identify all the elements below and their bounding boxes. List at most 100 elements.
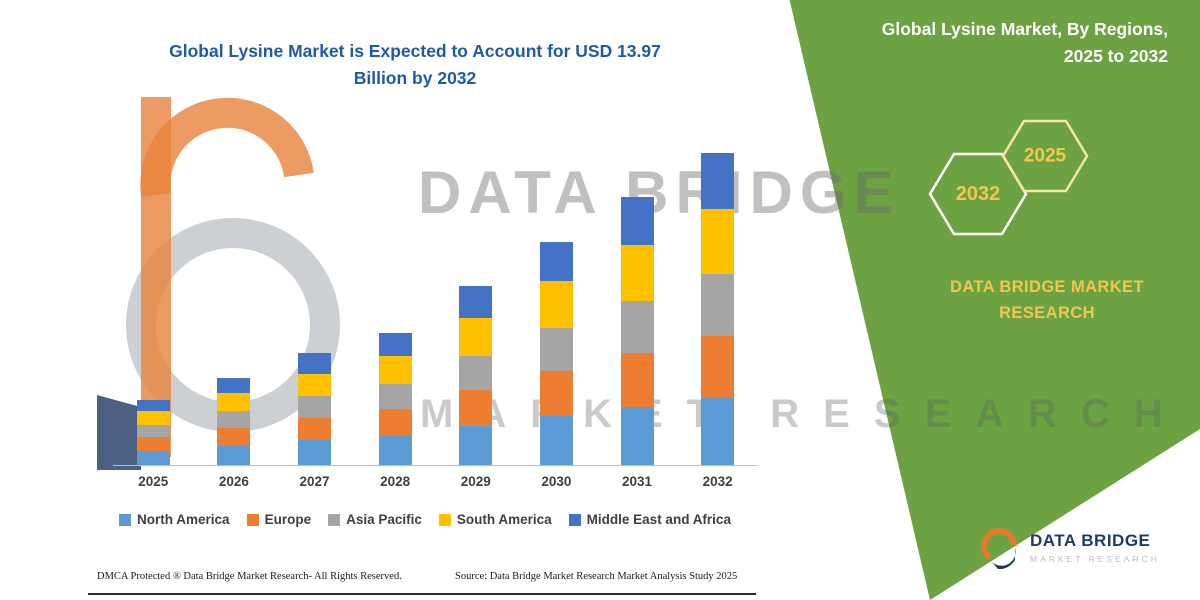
bar-stack-2032 xyxy=(701,153,735,465)
x-tick-label-2031: 2031 xyxy=(622,474,653,489)
x-tick-label-2028: 2028 xyxy=(380,474,411,489)
bar-stack-2029 xyxy=(459,286,493,465)
bar-segment-2027-asia-pacific xyxy=(298,395,332,419)
bar-segment-2032-north-america xyxy=(701,398,735,465)
legend-label: South America xyxy=(456,512,552,527)
bar-column-2027 xyxy=(274,146,355,465)
x-tick-label-2030: 2030 xyxy=(541,474,572,489)
bar-segment-2028-europe xyxy=(378,409,412,436)
legend-swatch xyxy=(438,513,451,526)
bar-segment-2025-middle-east-and-africa xyxy=(136,400,170,412)
bar-segment-2026-europe xyxy=(217,428,251,446)
panel-heading-line1: Global Lysine Market, By Regions, xyxy=(881,19,1168,39)
bar-segment-2029-middle-east-and-africa xyxy=(459,286,493,318)
panel-brand: DATA BRIDGE MARKET RESEARCH xyxy=(917,274,1177,326)
bar-column-2026 xyxy=(194,146,275,465)
bar-stack-2030 xyxy=(539,241,573,465)
x-tick-label-2032: 2032 xyxy=(702,474,733,489)
bar-segment-2026-north-america xyxy=(217,446,251,465)
bar-segment-2031-asia-pacific xyxy=(620,300,654,354)
bar-segment-2030-asia-pacific xyxy=(539,327,573,372)
bar-segment-2030-north-america xyxy=(539,415,573,465)
panel-brand-line2: RESEARCH xyxy=(999,304,1095,322)
panel-heading: Global Lysine Market, By Regions, 2025 t… xyxy=(882,16,1168,70)
bar-segment-2031-north-america xyxy=(620,406,654,465)
legend-item-europe: Europe xyxy=(246,512,311,527)
source-note: Source: Data Bridge Market Research Mark… xyxy=(455,571,738,582)
bar-segment-2032-asia-pacific xyxy=(701,274,735,336)
bar-segment-2028-north-america xyxy=(378,436,412,465)
bar-segment-2032-europe xyxy=(701,335,735,398)
x-tick-label-2027: 2027 xyxy=(299,474,330,489)
bar-segment-2028-south-america xyxy=(378,355,412,384)
bar-segment-2032-south-america xyxy=(701,209,735,275)
chart-title-line2: Billion by 2032 xyxy=(353,68,477,88)
chart-title: Global Lysine Market is Expected to Acco… xyxy=(95,38,735,92)
legend-item-north-america: North America xyxy=(119,512,230,527)
x-tick-label-2026: 2026 xyxy=(218,474,249,489)
bar-segment-2025-north-america xyxy=(136,450,170,465)
bar-segment-2027-middle-east-and-africa xyxy=(298,353,332,374)
plot-area xyxy=(113,146,758,466)
hexagon-2032-label: 2032 xyxy=(956,183,1001,205)
hexagon-2032: 2032 xyxy=(928,152,1028,236)
bar-column-2031 xyxy=(597,146,678,465)
bar-segment-2028-asia-pacific xyxy=(378,383,412,410)
legend-swatch xyxy=(246,513,259,526)
bar-column-2028 xyxy=(355,146,436,465)
legend-label: Asia Pacific xyxy=(346,512,422,527)
bar-segment-2028-middle-east-and-africa xyxy=(378,333,412,356)
legend: North America Europe Asia Pacific South Ame… xyxy=(95,512,755,527)
legend-item-middle-east-and-africa: Middle East and Africa xyxy=(568,512,731,527)
panel-heading-line2: 2025 to 2032 xyxy=(1063,46,1168,66)
bar-column-2029 xyxy=(436,146,517,465)
bar-segment-2027-europe xyxy=(298,418,332,441)
x-axis-labels: 2025 2026 2027 2028 2029 2030 2031 2032 xyxy=(113,474,758,489)
bar-segment-2031-europe xyxy=(620,353,654,407)
bar-segment-2025-south-america xyxy=(136,411,170,425)
bar-segment-2029-south-america xyxy=(459,317,493,356)
bar-stack-2025 xyxy=(136,400,170,465)
legend-swatch xyxy=(568,513,581,526)
bar-segment-2030-middle-east-and-africa xyxy=(539,241,573,281)
bar-stack-2026 xyxy=(217,377,251,465)
bar-segment-2027-south-america xyxy=(298,373,332,396)
bar-column-2032 xyxy=(677,146,758,465)
bar-segment-2025-asia-pacific xyxy=(136,424,170,438)
footer-logo-text: DATA BRIDGE MARKET RESEARCH xyxy=(1030,531,1160,564)
bar-segment-2029-asia-pacific xyxy=(459,355,493,391)
legend-label: North America xyxy=(137,512,230,527)
bar-segment-2026-south-america xyxy=(217,393,251,412)
bar-segment-2031-middle-east-and-africa xyxy=(620,197,654,246)
x-tick-label-2029: 2029 xyxy=(460,474,491,489)
legend-swatch xyxy=(328,513,341,526)
legend-item-south-america: South America xyxy=(438,512,552,527)
dbmr-logo-icon xyxy=(981,528,1017,570)
bar-stack-2028 xyxy=(378,333,412,465)
x-tick-label-2025: 2025 xyxy=(138,474,169,489)
legend-label: Middle East and Africa xyxy=(586,512,731,527)
bar-segment-2031-south-america xyxy=(620,245,654,301)
panel-brand-line1: DATA BRIDGE MARKET xyxy=(950,278,1144,296)
hexagon-2025: 2025 xyxy=(1001,119,1089,193)
footer-logo-name: DATA BRIDGE xyxy=(1030,530,1151,550)
bar-segment-2027-north-america xyxy=(298,440,332,465)
bar-column-2025 xyxy=(113,146,194,465)
bar-segment-2029-north-america xyxy=(459,425,493,465)
year-hexagons: 2032 2025 xyxy=(928,119,1089,236)
bar-segment-2032-middle-east-and-africa xyxy=(701,153,735,210)
bar-segment-2029-europe xyxy=(459,390,493,426)
bar-segment-2026-middle-east-and-africa xyxy=(217,377,251,394)
footer-divider xyxy=(88,593,756,595)
bar-stack-2031 xyxy=(620,197,654,465)
hexagon-2025-label: 2025 xyxy=(1024,146,1067,167)
legend-item-asia-pacific: Asia Pacific xyxy=(328,512,422,527)
bar-segment-2025-europe xyxy=(136,437,170,451)
bar-segment-2030-south-america xyxy=(539,280,573,328)
footer-logo: DATA BRIDGE MARKET RESEARCH xyxy=(980,522,1160,572)
bar-segment-2030-europe xyxy=(539,371,573,416)
bar-stack-2027 xyxy=(298,353,332,465)
bar-column-2030 xyxy=(516,146,597,465)
footer-logo-sub: MARKET RESEARCH xyxy=(1030,553,1160,564)
